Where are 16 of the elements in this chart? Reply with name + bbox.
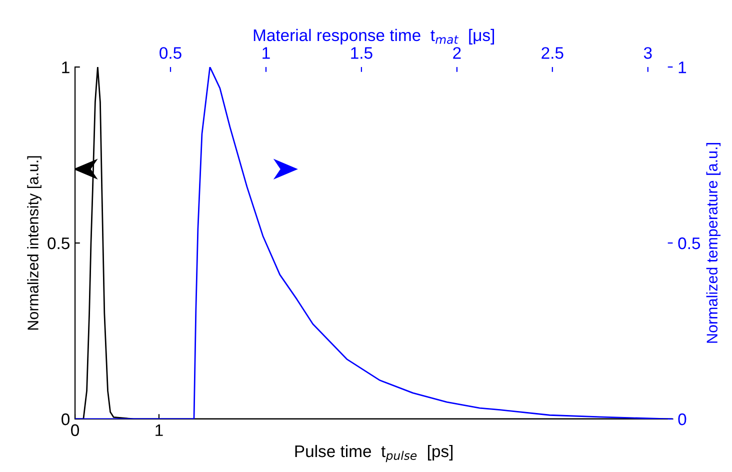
- y-tick-label: 0: [62, 413, 70, 426]
- y-tick-label: 1: [62, 62, 70, 74]
- y2-tick-label: 0.5: [678, 237, 700, 250]
- x2-tick-label: 1: [262, 47, 270, 59]
- x2-tick-label: 0.5: [160, 47, 182, 59]
- x2-tick-label: 2: [453, 47, 461, 59]
- y2-tick-label: 1: [678, 62, 686, 74]
- y-axis-title: Normalized intensity [a.u.]: [27, 156, 42, 330]
- y2-axis-title: Normalized temperature [a.u.]: [706, 143, 721, 343]
- x2-tick-label: 2.5: [542, 47, 564, 59]
- x2-tick-label: 1.5: [351, 47, 372, 59]
- x2-axis-title: Material response time t$_{mat}$ [μs]: [254, 28, 494, 44]
- y-tick-label: 0.5: [48, 237, 70, 250]
- x-axis-title: Pulse time t$_{pulse}$ [ps]: [295, 444, 452, 462]
- y2-tick-label: 0: [678, 413, 686, 426]
- x2-tick-label: 3: [644, 47, 652, 59]
